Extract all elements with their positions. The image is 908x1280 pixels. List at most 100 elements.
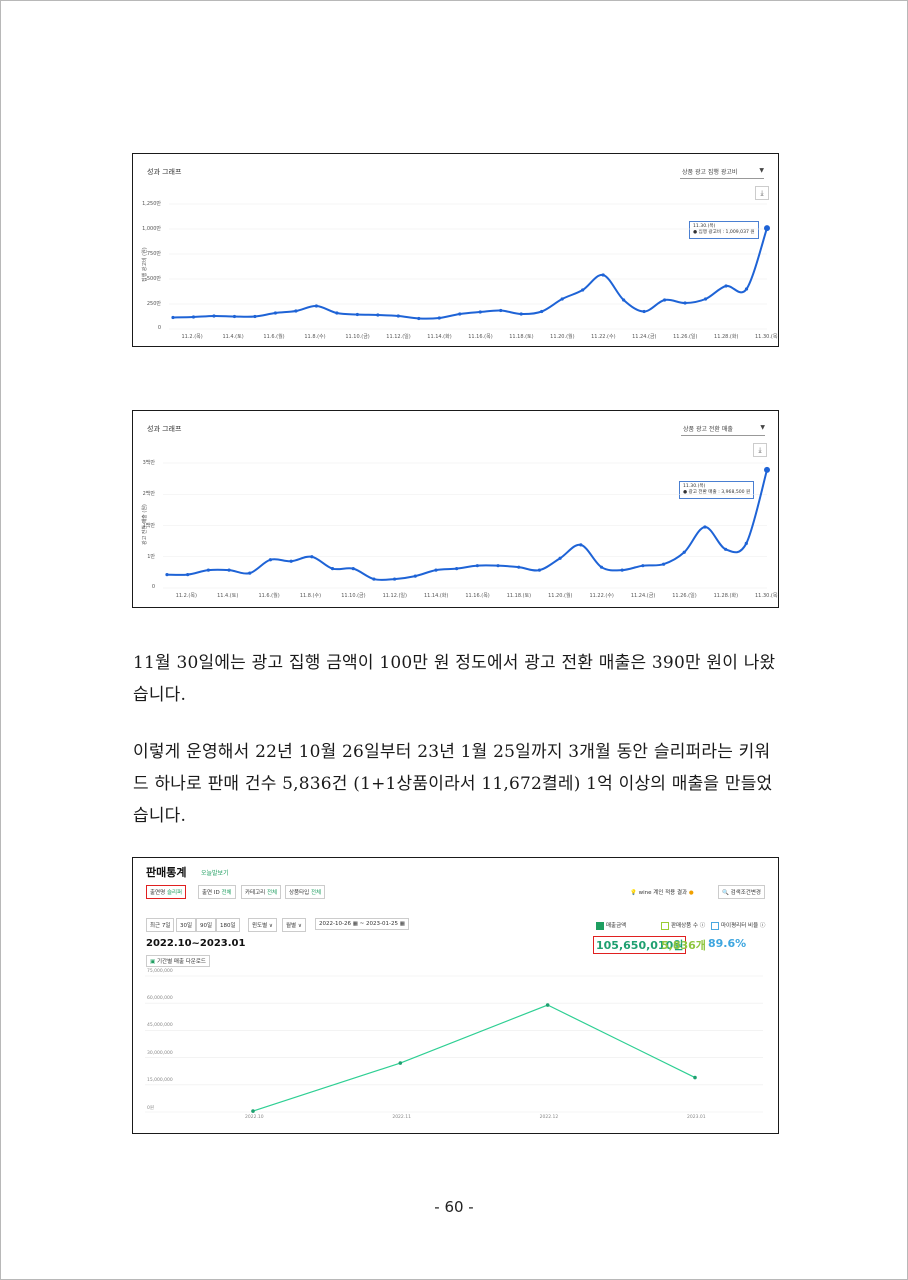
filter-chip[interactable]: 출연명 슬리퍼 [146, 885, 187, 899]
data-point[interactable] [478, 310, 482, 314]
data-point[interactable] [253, 314, 257, 319]
data-point[interactable] [724, 547, 728, 551]
data-point[interactable] [232, 314, 237, 319]
data-point[interactable] [273, 311, 278, 315]
x-tick-label: 11.8.(수) [304, 334, 326, 340]
data-point[interactable] [294, 309, 298, 313]
metric-dropdown[interactable]: 상품 광고 전환 매출 ▼ [681, 424, 765, 436]
x-tick-label: 11.24.(금) [632, 334, 657, 340]
period-button[interactable]: 최근 7일 [146, 918, 175, 932]
data-point[interactable] [186, 573, 190, 577]
data-point[interactable] [744, 287, 749, 291]
calendar-icon: ▦ [399, 921, 405, 927]
data-point[interactable] [351, 567, 355, 571]
data-point[interactable] [517, 565, 521, 569]
x-tick-label: 11.16.(목) [465, 593, 490, 599]
data-point[interactable] [764, 225, 770, 232]
excel-icon: ▣ [150, 959, 156, 965]
data-point[interactable] [560, 297, 564, 301]
download-icon[interactable]: ⤓ [753, 443, 767, 457]
data-point[interactable] [599, 565, 604, 569]
filter-chip[interactable]: 출연 ID 전체 [198, 885, 236, 899]
download-link[interactable]: ▣ 기간별 매출 다운로드 [146, 955, 210, 967]
data-point[interactable] [661, 562, 666, 566]
data-point[interactable] [475, 564, 479, 568]
data-point[interactable] [662, 298, 667, 302]
data-point[interactable] [458, 312, 462, 316]
download-icon[interactable]: ⤓ [755, 186, 769, 200]
legend-revenue[interactable]: 매출금액 [596, 921, 626, 930]
legend-label: 매출금액 [606, 923, 627, 929]
data-point[interactable] [537, 568, 542, 572]
data-point[interactable] [682, 550, 686, 554]
data-point[interactable] [579, 543, 583, 547]
data-point[interactable] [212, 314, 216, 318]
metric-dropdown[interactable]: 상품 광고 집행 광고비 ▼ [680, 167, 764, 179]
data-point[interactable] [622, 298, 626, 302]
ai-badge-label: wine 계인 적용 결과 [638, 890, 688, 896]
unit-select[interactable]: 윈도별 ∨ [248, 918, 277, 932]
data-point[interactable] [496, 564, 500, 568]
data-point[interactable] [330, 567, 335, 571]
data-point[interactable] [396, 314, 400, 318]
data-point[interactable] [519, 312, 523, 316]
data-point[interactable] [764, 466, 770, 473]
data-point[interactable] [372, 577, 376, 581]
date-range[interactable]: 2022-10-26 ▦ ~ 2023-01-25 ▦ [315, 918, 409, 930]
date-from: 2022-10-26 [319, 921, 351, 927]
data-point[interactable] [355, 312, 359, 317]
month-select[interactable]: 월별 ∨ [282, 918, 306, 932]
data-point[interactable] [335, 311, 339, 315]
data-point[interactable] [310, 555, 314, 559]
y-tick-label: 2백만 [142, 491, 155, 498]
data-point[interactable] [268, 558, 273, 562]
data-point[interactable] [693, 1075, 697, 1080]
sales-subtitle[interactable]: 오늘발보기 [201, 870, 229, 877]
data-point[interactable] [683, 301, 687, 305]
sales-stats-screenshot: 판매통계 오늘발보기 출연명 슬리퍼 출연 ID 전체 카테고리 전체 상품타입 전체… [132, 857, 779, 1134]
period-button[interactable]: 30일 [176, 918, 197, 932]
data-point[interactable] [620, 568, 624, 572]
chip-label: 카테고리 [245, 890, 267, 896]
data-point[interactable] [581, 288, 585, 292]
data-point[interactable] [251, 1109, 255, 1113]
data-point[interactable] [499, 308, 503, 313]
data-point[interactable] [437, 316, 441, 320]
data-point[interactable] [558, 556, 562, 560]
x-tick-label: 11.18.(토) [509, 334, 534, 340]
data-point[interactable] [641, 564, 645, 568]
data-point[interactable] [314, 304, 318, 308]
period-button[interactable]: 180일 [216, 918, 240, 932]
data-point[interactable] [540, 309, 544, 314]
search-condition-button[interactable]: 🔍 검색조건변경 [718, 885, 765, 899]
data-point[interactable] [601, 273, 605, 277]
data-point[interactable] [413, 574, 417, 578]
filter-chip[interactable]: 상품타입 전체 [285, 885, 326, 899]
data-point[interactable] [398, 1061, 403, 1065]
data-point[interactable] [434, 568, 438, 572]
data-point[interactable] [417, 316, 421, 321]
paragraph-text: 11월 30일에는 광고 집행 금액이 100만 원 정도에서 광고 전환 매출… [133, 653, 776, 705]
period-button[interactable]: 90일 [196, 918, 217, 932]
data-point[interactable] [642, 309, 646, 314]
data-point[interactable] [248, 571, 252, 575]
data-point[interactable] [171, 315, 175, 320]
data-point[interactable] [227, 568, 231, 572]
ai-badge[interactable]: 💡 wine 계인 적용 결과 ● [630, 888, 694, 896]
data-point[interactable] [165, 573, 169, 577]
data-point[interactable] [206, 568, 210, 572]
data-point[interactable] [376, 313, 380, 317]
data-point[interactable] [703, 297, 708, 301]
data-point[interactable] [724, 284, 728, 288]
legend-ratio[interactable]: 마이평리터 비율 ⓘ [711, 921, 765, 930]
data-point[interactable] [289, 559, 293, 563]
data-point[interactable] [191, 315, 196, 319]
checkbox-icon [711, 921, 719, 930]
filter-chip[interactable]: 카테고리 전체 [241, 885, 282, 899]
data-point[interactable] [703, 525, 707, 529]
data-point[interactable] [744, 541, 748, 545]
legend-count[interactable]: 판매상품 수 ⓘ [661, 921, 705, 930]
data-point[interactable] [545, 1003, 550, 1007]
data-point[interactable] [455, 567, 459, 571]
data-point[interactable] [392, 577, 397, 581]
